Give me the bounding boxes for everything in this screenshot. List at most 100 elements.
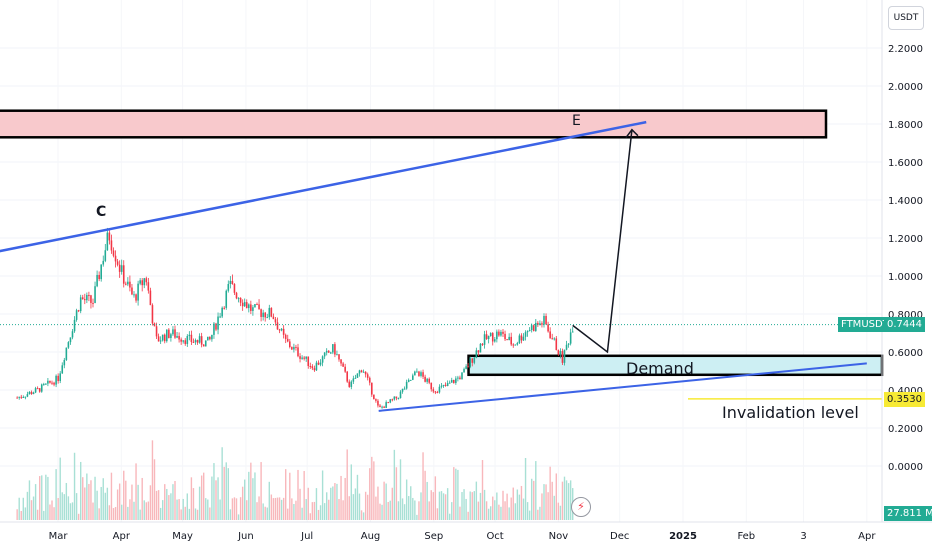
candle-body xyxy=(301,357,303,359)
volume-bar xyxy=(61,492,63,520)
projection-path[interactable] xyxy=(572,129,633,354)
volume-bar xyxy=(18,497,20,520)
volume-bar xyxy=(356,474,359,520)
volume-bar xyxy=(49,504,51,520)
volume-bar xyxy=(260,462,262,520)
volume-bar xyxy=(235,498,238,520)
candle-body xyxy=(131,287,133,295)
time-axis-label: May xyxy=(172,531,193,542)
volume-bar xyxy=(289,472,291,520)
volume-bar xyxy=(65,482,68,520)
candle-body xyxy=(405,381,408,389)
candle-body xyxy=(280,328,283,331)
candle-body xyxy=(360,370,363,373)
candle-body xyxy=(149,290,152,306)
candle-body xyxy=(219,316,221,318)
time-axis-label: Aug xyxy=(361,531,381,542)
candle-body xyxy=(567,343,570,345)
volume-bar xyxy=(162,500,164,520)
candle-body xyxy=(153,323,156,327)
volume-bar xyxy=(215,480,217,520)
price-axis[interactable]: 2.2000 2.0000 1.8000 1.6000 1.4000 1.2000 1.00… xyxy=(888,44,923,473)
volume-bar xyxy=(477,501,480,520)
volume-bar xyxy=(26,491,29,520)
volume-bar xyxy=(225,462,227,520)
candle-body xyxy=(489,333,492,337)
candle-body xyxy=(325,350,328,353)
candle-body xyxy=(514,344,517,346)
volume-bar xyxy=(106,487,109,520)
volume-bar xyxy=(80,461,82,520)
volume-bar xyxy=(522,498,525,520)
price-axis-label: 2.2000 xyxy=(888,44,923,55)
lower-trendline[interactable] xyxy=(378,362,867,412)
upper-trendline[interactable] xyxy=(0,120,647,253)
candle-body xyxy=(520,335,523,341)
candle-body xyxy=(323,352,326,357)
currency-selector[interactable]: USDT xyxy=(888,6,924,30)
candle-body xyxy=(137,283,139,301)
volume-bar xyxy=(528,510,531,520)
candle-body xyxy=(104,250,107,261)
candle-body xyxy=(194,340,197,343)
candle-body xyxy=(40,384,43,392)
volume-bar xyxy=(22,497,25,520)
candle-body xyxy=(241,302,244,307)
volume-bar xyxy=(467,511,469,520)
volume-bar xyxy=(287,508,289,520)
candle-body xyxy=(485,334,488,340)
volume-bar xyxy=(408,496,410,520)
candle-body xyxy=(75,310,78,320)
candle-body xyxy=(352,378,355,382)
candle-body xyxy=(440,385,443,387)
volume-bar xyxy=(412,497,414,520)
candle-body xyxy=(172,329,174,335)
candle-body xyxy=(469,358,472,367)
volume-bar xyxy=(453,467,455,520)
candle-body xyxy=(155,326,158,337)
volume-bar xyxy=(432,492,435,520)
candle-body xyxy=(180,339,182,342)
volume-bar xyxy=(39,476,41,520)
candle-body xyxy=(18,396,21,398)
volume-bar xyxy=(151,440,154,520)
volume-bar xyxy=(393,449,396,520)
target-zone-e[interactable] xyxy=(0,109,828,139)
candle-body xyxy=(473,357,476,363)
volume-bar xyxy=(504,501,506,520)
candle-body xyxy=(551,338,554,340)
volume-bar xyxy=(112,508,115,520)
candle-body xyxy=(524,332,527,337)
candle-body xyxy=(202,344,205,347)
volume-bar xyxy=(166,488,168,520)
time-axis[interactable]: Mar Apr May Jun Jul Aug Sep Oct Nov Dec 2025 Feb 3 Ap… xyxy=(49,531,877,542)
volume-bar xyxy=(84,487,86,520)
volume-bar xyxy=(440,491,443,520)
volume-bar xyxy=(116,489,119,520)
candle-body xyxy=(79,297,82,312)
volume-bar xyxy=(53,507,55,520)
candle-body xyxy=(448,382,451,384)
projection-arrowhead xyxy=(625,128,639,139)
time-axis-label: Oct xyxy=(486,531,503,542)
candle-body xyxy=(211,334,213,340)
volume-bar xyxy=(512,487,514,520)
volume-bar xyxy=(430,490,432,520)
candle-body xyxy=(358,370,361,374)
candle-body xyxy=(496,331,498,340)
candle-body xyxy=(313,368,316,371)
volume-bar xyxy=(100,486,102,520)
candle-body xyxy=(547,324,549,332)
candle-body xyxy=(530,325,533,331)
volume-bar xyxy=(354,488,357,520)
candle-body xyxy=(477,350,480,353)
volume-bar xyxy=(524,457,527,520)
lightning-icon[interactable]: ⚡ xyxy=(571,497,591,517)
volume-bar xyxy=(330,487,332,520)
volume-bar xyxy=(444,494,447,520)
volume-bar xyxy=(67,496,70,520)
volume-bars xyxy=(16,440,574,520)
candle-body xyxy=(563,349,566,363)
candle-body xyxy=(393,396,396,400)
